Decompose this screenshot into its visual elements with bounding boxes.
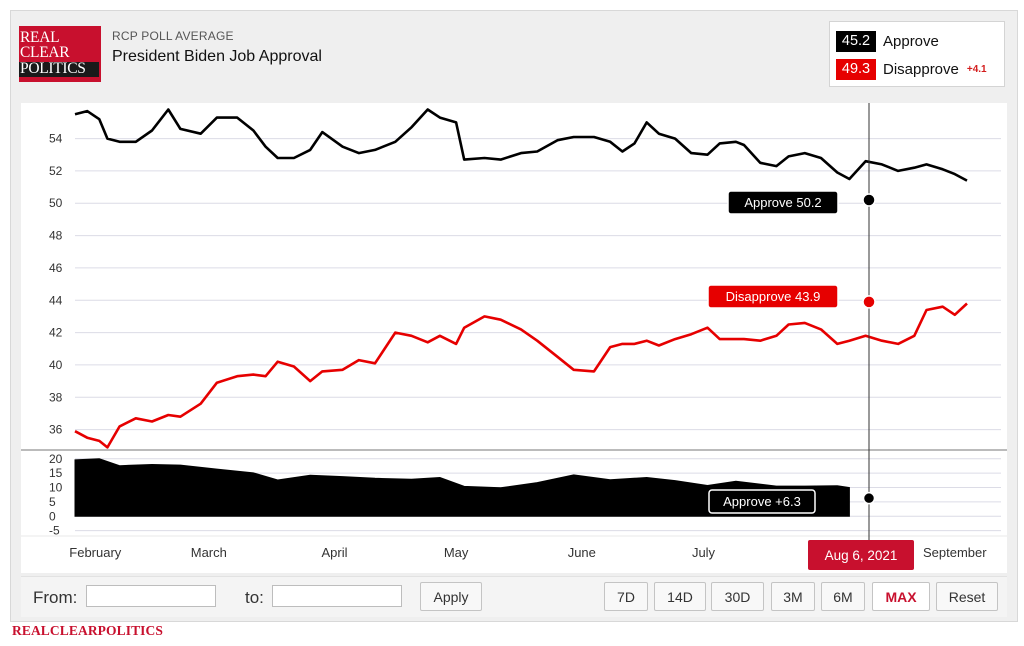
crosshair-point-spread <box>862 491 876 505</box>
range-button-reset[interactable]: Reset <box>936 582 998 611</box>
y-tick-label-main: 36 <box>49 423 63 437</box>
legend-box: 45.2 Approve 49.3 Disapprove +4.1 <box>829 21 1005 87</box>
date-badge-text: Aug 6, 2021 <box>825 548 898 563</box>
crosshair-point-approve <box>862 193 876 207</box>
y-tick-label-main: 50 <box>49 196 63 210</box>
y-tick-label-main: 52 <box>49 164 63 178</box>
y-tick-label-main: 38 <box>49 390 63 404</box>
legend-approve: 45.2 Approve <box>836 30 939 52</box>
to-label: to: <box>245 588 264 607</box>
legend-disapprove-value: 49.3 <box>836 58 876 80</box>
source-label: RCP POLL AVERAGE <box>112 29 234 43</box>
y-tick-label-main: 44 <box>49 293 63 307</box>
logo-line-3: POLITICS <box>19 61 99 77</box>
legend-approve-value: 45.2 <box>836 30 876 52</box>
apply-button[interactable]: Apply <box>420 582 482 611</box>
tooltip-approve-box <box>727 190 839 215</box>
date-badge <box>808 540 914 570</box>
x-tick-label: September <box>923 545 987 560</box>
y-tick-label-spread: -5 <box>49 524 60 538</box>
to-date-input[interactable] <box>272 585 402 607</box>
y-tick-label-spread: 10 <box>49 481 63 495</box>
x-tick-label: June <box>568 545 596 560</box>
series-line-approve <box>74 108 968 182</box>
legend-disapprove-label: Disapprove <box>883 60 959 78</box>
x-tick-label: May <box>444 545 469 560</box>
logo-line-1: REAL <box>20 29 60 46</box>
controls-bar: From: to: Apply 7D 14D 30D 3M 6M MAX Reset <box>21 576 1007 617</box>
y-tick-label-spread: 20 <box>49 452 63 466</box>
tooltip-disapprove-text: Disapprove 43.9 <box>726 289 821 304</box>
range-button-14d[interactable]: 14D <box>654 582 706 611</box>
y-tick-label-spread: 0 <box>49 509 56 523</box>
legend-spread-value: +4.1 <box>966 63 987 75</box>
range-button-7d[interactable]: 7D <box>604 582 648 611</box>
x-tick-label: March <box>191 545 227 560</box>
rcp-logo[interactable]: REAL CLEAR POLITICS <box>19 26 101 82</box>
logo-line-2: CLEAR <box>20 43 70 61</box>
y-tick-label-spread: 5 <box>49 495 56 509</box>
legend-approve-label: Approve <box>883 32 939 50</box>
from-date-input[interactable] <box>86 585 216 607</box>
range-button-3m[interactable]: 3M <box>771 582 815 611</box>
range-button-6m[interactable]: 6M <box>821 582 865 611</box>
crosshair-point-disapprove <box>862 295 876 309</box>
y-tick-label-main: 48 <box>49 229 63 243</box>
chart-title: President Biden Job Approval <box>112 48 322 65</box>
x-tick-label: July <box>692 545 716 560</box>
range-button-30d[interactable]: 30D <box>711 582 764 611</box>
y-tick-label-main: 40 <box>49 358 63 372</box>
tooltip-spread-box <box>708 489 816 514</box>
y-tick-label-main: 54 <box>49 132 63 146</box>
y-tick-label-spread: 15 <box>49 466 63 480</box>
y-tick-label-main: 46 <box>49 261 63 275</box>
tooltip-approve-text: Approve 50.2 <box>744 195 821 210</box>
legend-disapprove: 49.3 Disapprove +4.1 <box>836 58 987 80</box>
y-tick-label-main: 42 <box>49 326 63 340</box>
footer-brand: REALCLEARPOLITICS <box>12 623 163 638</box>
x-tick-label: February <box>69 545 122 560</box>
series-line-disapprove <box>74 302 968 449</box>
plot-area[interactable]: 36 38 40 42 44 46 48 50 52 54 -5 0 5 10 15 20 Approve 50… <box>21 103 1007 573</box>
x-tick-label: April <box>321 545 347 560</box>
poll-widget: REAL CLEAR POLITICS RCP POLL AVERAGE Pre… <box>10 10 1018 622</box>
spread-area <box>74 458 850 517</box>
tooltip-spread-text: Approve +6.3 <box>723 494 801 509</box>
tooltip-disapprove-box <box>707 284 839 309</box>
from-label: From: <box>33 588 78 607</box>
range-button-max[interactable]: MAX <box>872 582 930 611</box>
